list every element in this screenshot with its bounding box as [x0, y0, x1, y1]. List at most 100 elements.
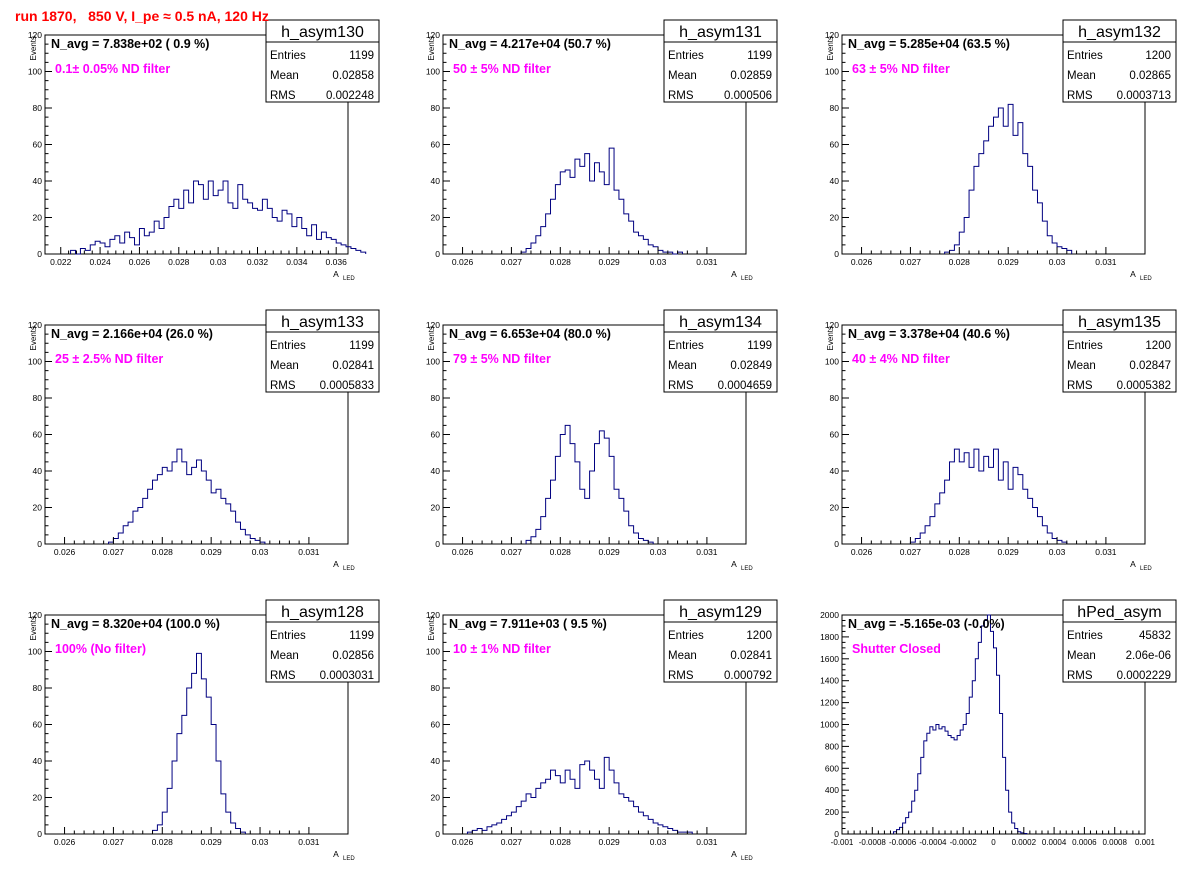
- y-tick-label: 120: [28, 320, 42, 330]
- stats-rms-value: 0.002248: [326, 90, 374, 102]
- x-tick-label: 0.028: [949, 547, 971, 557]
- histogram-name: h_asym133: [281, 314, 364, 331]
- stats-entries-value: 1200: [1145, 50, 1171, 62]
- x-tick-label: 0.031: [696, 257, 718, 267]
- stats-rms-label: RMS: [1067, 670, 1093, 682]
- filter-annotation: Shutter Closed: [852, 642, 941, 656]
- x-tick-label: 0.031: [1095, 547, 1117, 557]
- x-tick-label: 0.031: [298, 547, 320, 557]
- stats-mean-value: 0.02859: [730, 70, 772, 82]
- stats-rms-value: 0.0003713: [1117, 90, 1171, 102]
- x-tick-label: 0.026: [452, 257, 474, 267]
- histogram-name: hPed_asym: [1077, 604, 1162, 621]
- stats-mean-label: Mean: [668, 360, 697, 372]
- x-axis-label-subscript: LED: [741, 276, 753, 282]
- y-tick-label: 120: [28, 30, 42, 40]
- y-tick-label: 40: [33, 756, 43, 766]
- x-tick-label: 0.029: [599, 547, 621, 557]
- filter-annotation: 100% (No filter): [55, 642, 146, 656]
- stats-box: [265, 599, 380, 683]
- stats-entries-value: 1199: [349, 340, 374, 352]
- y-tick-label: 600: [825, 763, 839, 773]
- x-tick-label: 0.027: [501, 837, 523, 847]
- y-tick-label: 20: [33, 213, 43, 223]
- stats-mean-label: Mean: [1067, 70, 1096, 82]
- x-tick-label: -0.0008: [859, 838, 887, 847]
- y-tick-label: 120: [426, 610, 440, 620]
- histogram-panel-h_asym133: 0.026 0.027 0.028 0.029 0.03 0.031 0 20 40 60 80 10…: [28, 309, 380, 572]
- y-tick-label: 40: [830, 176, 840, 186]
- histogram-name: h_asym129: [679, 604, 762, 621]
- histogram-series: [152, 652, 246, 834]
- x-axis-label: A: [1130, 269, 1136, 279]
- y-tick-label: 80: [830, 103, 840, 113]
- y-axis-label: Events: [427, 616, 436, 640]
- y-tick-label: 80: [33, 683, 43, 693]
- histogram-name: h_asym131: [679, 24, 762, 41]
- x-tick-label: 0.031: [696, 837, 718, 847]
- y-tick-label: 120: [426, 320, 440, 330]
- stats-rms-value: 0.0005833: [320, 380, 374, 392]
- y-axis-label: Events: [826, 326, 835, 350]
- y-tick-label: 60: [33, 140, 43, 150]
- x-axis-label-subscript: LED: [741, 856, 753, 862]
- x-tick-label: 0.026: [452, 547, 474, 557]
- x-tick-label: 0.028: [152, 547, 174, 557]
- y-tick-label: 0: [37, 539, 42, 549]
- stats-mean-label: Mean: [1067, 360, 1096, 372]
- navg-title: N_avg = 2.166e+04 (26.0 %): [51, 327, 213, 341]
- stats-mean-value: 0.02865: [1129, 70, 1171, 82]
- y-axis-label: Events: [29, 616, 38, 640]
- y-tick-label: 80: [431, 103, 441, 113]
- y-tick-label: 1000: [820, 720, 839, 730]
- histogram-name: h_asym130: [281, 24, 364, 41]
- stats-box: [663, 19, 778, 103]
- y-tick-label: 20: [33, 503, 43, 513]
- stats-mean-value: 0.02856: [332, 650, 374, 662]
- x-tick-label: -0.0006: [889, 838, 917, 847]
- y-axis-label: Events: [427, 36, 436, 60]
- x-tick-label: 0.028: [550, 257, 572, 267]
- x-tick-label: 0.029: [599, 837, 621, 847]
- x-tick-label: 0.034: [286, 257, 308, 267]
- stats-entries-value: 1199: [349, 630, 374, 642]
- y-tick-label: 400: [825, 785, 839, 795]
- stats-rms-value: 0.000792: [724, 670, 772, 682]
- y-tick-label: 60: [33, 720, 43, 730]
- stats-mean-label: Mean: [1067, 650, 1096, 662]
- y-axis-label: Events: [826, 36, 835, 60]
- y-tick-label: 60: [431, 140, 441, 150]
- run-title: run 1870, 850 V, I_pe ≈ 0.5 nA, 120 Hz: [15, 8, 269, 24]
- histogram-panel-h_asym131: 0.026 0.027 0.028 0.029 0.03 0.031 0 20 40 60 80 10…: [426, 19, 778, 282]
- x-tick-label: 0.029: [599, 257, 621, 267]
- y-tick-label: 1600: [820, 654, 839, 664]
- stats-entries-value: 1200: [746, 630, 772, 642]
- navg-title: N_avg = 3.378e+04 (40.6 %): [848, 327, 1010, 341]
- navg-title: N_avg = 7.838e+02 ( 0.9 %): [51, 37, 209, 51]
- x-axis-label-subscript: LED: [343, 566, 355, 572]
- x-tick-label: 0.029: [998, 257, 1020, 267]
- y-tick-label: 80: [33, 103, 43, 113]
- stats-mean-value: 0.02841: [730, 650, 772, 662]
- stats-entries-value: 1199: [747, 50, 772, 62]
- stats-box: [663, 599, 778, 683]
- y-tick-label: 0: [435, 829, 440, 839]
- stats-mean-label: Mean: [270, 360, 299, 372]
- x-tick-label: 0.026: [851, 257, 873, 267]
- stats-box: [663, 309, 778, 393]
- stats-box: [1062, 599, 1177, 683]
- x-tick-label: 0.032: [247, 257, 269, 267]
- y-tick-label: 40: [830, 466, 840, 476]
- navg-title: N_avg = 5.285e+04 (63.5 %): [848, 37, 1010, 51]
- y-tick-label: 20: [830, 503, 840, 513]
- x-tick-label: 0.027: [501, 547, 523, 557]
- x-tick-label: 0.028: [152, 837, 174, 847]
- y-tick-label: 40: [431, 466, 441, 476]
- x-tick-label: 0.026: [54, 837, 76, 847]
- x-axis-label: A: [1130, 559, 1136, 569]
- navg-title: N_avg = 4.217e+04 (50.7 %): [449, 37, 611, 51]
- x-tick-label: 0.0002: [1012, 838, 1037, 847]
- y-tick-label: 2000: [820, 610, 839, 620]
- stats-box: [265, 309, 380, 393]
- stats-mean-value: 0.02858: [332, 70, 374, 82]
